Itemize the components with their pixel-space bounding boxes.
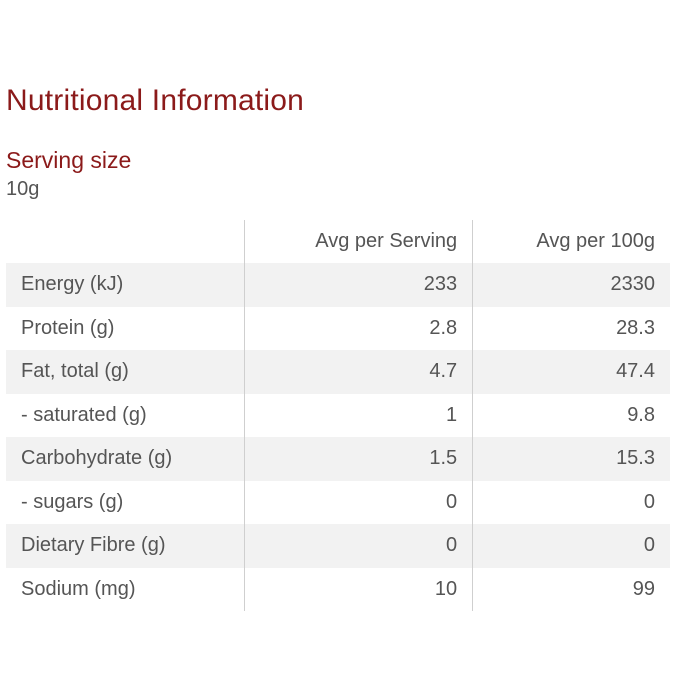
table-row: Protein (g) 2.8 28.3	[6, 306, 670, 350]
table-row: - saturated (g) 1 9.8	[6, 393, 670, 437]
table-row: Energy (kJ) 233 2330	[6, 263, 670, 307]
nutrient-name: Energy (kJ)	[6, 263, 245, 307]
nutrient-name: - sugars (g)	[21, 490, 124, 513]
table-body: Energy (kJ) 233 2330 Protein (g) 2.8 28.…	[6, 263, 670, 611]
per-serving-value: 2.8	[243, 306, 473, 350]
serving-size-value: 10g	[6, 178, 40, 200]
per-serving-column-header: Avg per Serving	[243, 220, 473, 263]
table-row: Fat, total (g) 4.7 47.4	[6, 350, 670, 394]
per-serving-value: 0	[243, 524, 473, 568]
serving-size-label: Serving size	[6, 147, 132, 173]
table-header: Avg per Serving Avg per 100g	[6, 220, 670, 263]
nutrient-name: Fat, total (g)	[6, 350, 245, 394]
per-100g-value: 0	[472, 524, 670, 568]
table-header-row: Avg per Serving Avg per 100g	[6, 220, 670, 263]
table-row: Sodium (mg) 10 99	[6, 567, 670, 611]
per-serving-value: 233	[243, 263, 473, 307]
per-100g-value: 9.8	[472, 393, 670, 437]
per-serving-value: 4.7	[243, 350, 473, 394]
per-serving-value: 0	[243, 480, 473, 524]
per-100g-value: 0	[472, 480, 670, 524]
per-100g-value: 15.3	[472, 437, 670, 481]
per-serving-value: 1.5	[243, 437, 473, 481]
nutrient-name: Dietary Fibre (g)	[6, 524, 245, 568]
per-100g-value: 2330	[472, 263, 670, 307]
per-100g-value: 47.4	[472, 350, 670, 394]
table-row: Carbohydrate (g) 1.5 15.3	[6, 437, 670, 481]
table-row: Dietary Fibre (g) 0 0	[6, 524, 670, 568]
page-title: Nutritional Information	[6, 84, 305, 117]
per-100g-value: 99	[472, 567, 670, 611]
nutrient-column-header	[6, 220, 244, 263]
nutrient-name: Protein (g)	[21, 316, 115, 339]
per-serving-value: 1	[243, 393, 473, 437]
nutrient-name: Carbohydrate (g)	[6, 437, 245, 481]
per-100g-column-header: Avg per 100g	[472, 220, 670, 263]
nutrition-table: Avg per Serving Avg per 100g Energy (kJ)…	[6, 220, 670, 611]
per-serving-value: 10	[243, 567, 473, 611]
nutrient-name: Sodium (mg)	[21, 577, 136, 600]
per-100g-value: 28.3	[472, 306, 670, 350]
nutrient-name: - saturated (g)	[21, 403, 147, 426]
table-row: - sugars (g) 0 0	[6, 480, 670, 524]
